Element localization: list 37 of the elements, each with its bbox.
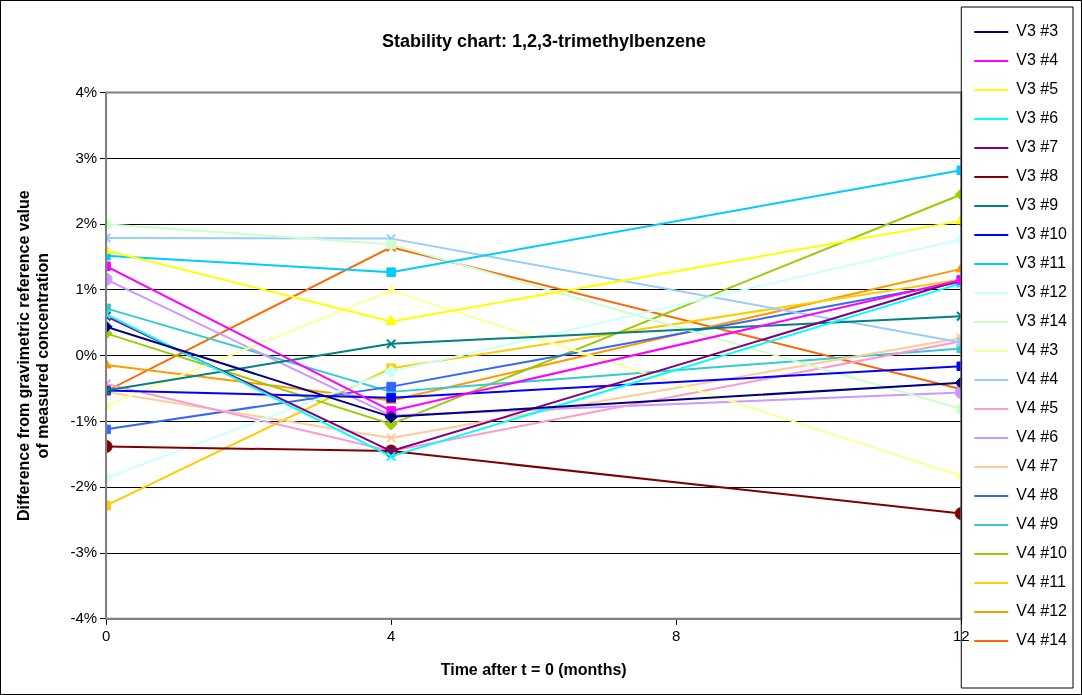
legend-label: V4 #11: [1016, 573, 1066, 591]
chart-title: Stability chart: 1,2,3-trimethylbenzene: [381, 30, 707, 51]
legend-label: V3 #4: [1016, 51, 1059, 69]
legend-label: V3 #14: [1016, 312, 1068, 330]
y-tick-label: -1%: [70, 411, 98, 429]
legend-label: V4 #9: [1016, 515, 1059, 533]
legend-label: V4 #10: [1016, 544, 1068, 562]
legend-label: V4 #4: [1016, 370, 1059, 388]
y-tick-label: 2%: [75, 214, 98, 232]
y-axis-title: Difference from gravimetric reference value of measured concentration: [15, 190, 52, 522]
legend-label: V3 #10: [1016, 225, 1068, 243]
legend-label: V3 #5: [1016, 80, 1059, 98]
legend-label: V3 #6: [1016, 109, 1059, 127]
y-tick-label: 3%: [75, 148, 98, 166]
legend-label: V3 #12: [1016, 283, 1068, 301]
legend-label: V4 #14: [1016, 631, 1068, 649]
x-axis-title: Time after t = 0 (months): [440, 660, 627, 678]
y-tick-label: 4%: [75, 82, 98, 100]
y-tick-label: 0%: [75, 345, 98, 363]
legend-label: V4 #3: [1016, 341, 1059, 359]
legend-label: V4 #5: [1016, 399, 1059, 417]
legend-label: V3 #3: [1016, 22, 1059, 40]
legend-label: V3 #9: [1016, 196, 1059, 214]
legend-label: V4 #12: [1016, 602, 1068, 620]
x-tick-label: 4: [386, 626, 396, 644]
y-tick-label: 1%: [75, 280, 98, 298]
legend-label: V3 #7: [1016, 138, 1059, 156]
x-tick-label: 8: [672, 626, 681, 644]
y-tick-label: -2%: [70, 477, 98, 495]
legend-label: V4 #6: [1016, 428, 1059, 446]
legend-label: V4 #7: [1016, 457, 1059, 475]
legend-label: V3 #11: [1016, 254, 1066, 272]
y-tick-label: -4%: [70, 608, 98, 626]
y-tick-label: -3%: [70, 543, 98, 561]
legend-label: V4 #8: [1016, 486, 1059, 504]
legend-label: V3 #8: [1016, 167, 1059, 185]
x-tick-label: 0: [101, 626, 111, 644]
